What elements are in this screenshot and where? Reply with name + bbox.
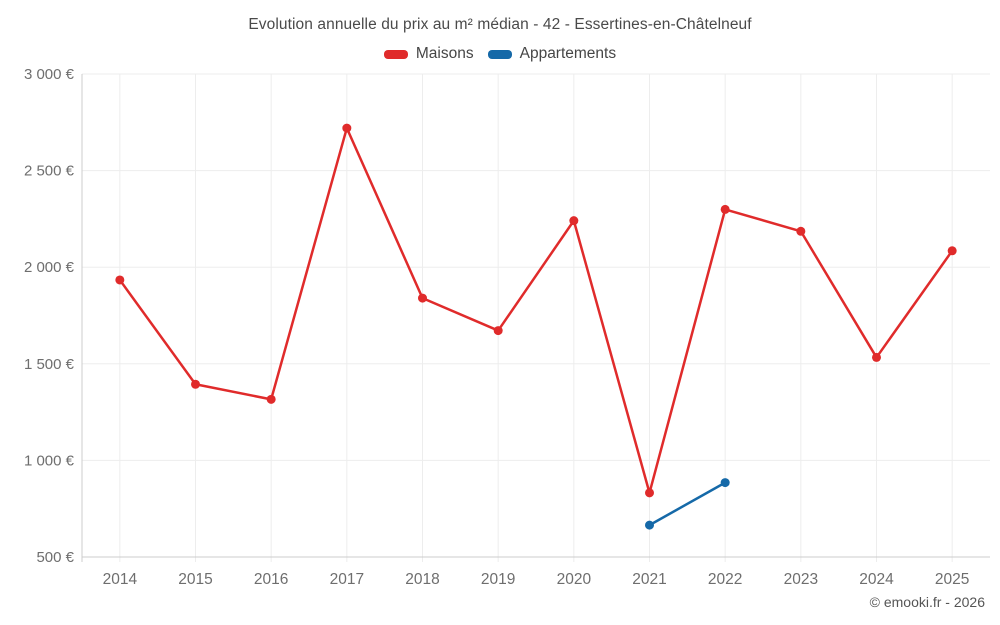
- legend-label-appartements: Appartements: [519, 45, 617, 62]
- legend-item-maisons[interactable]: Maisons: [383, 45, 474, 63]
- x-tick-label: 2016: [254, 571, 288, 588]
- data-point-maisons-2017[interactable]: [342, 123, 352, 133]
- data-point-maisons-2023[interactable]: [796, 226, 806, 236]
- data-point-maisons-2014[interactable]: [115, 275, 125, 285]
- data-point-maisons-2015[interactable]: [191, 379, 200, 389]
- x-tick-label: 2018: [405, 571, 439, 588]
- chart-legend: Maisons Appartements: [0, 45, 1000, 63]
- data-point-appartements-2022[interactable]: [720, 478, 730, 488]
- y-tick-label: 500 €: [36, 549, 74, 566]
- y-tick-label: 1 000 €: [24, 452, 75, 469]
- series-line-appartements: [648, 481, 727, 527]
- x-tick-label: 2021: [632, 571, 666, 588]
- x-tick-label: 2014: [103, 571, 138, 588]
- series-line-maisons: [118, 126, 954, 495]
- chart-title: Evolution annuelle du prix au m² médian …: [248, 16, 752, 33]
- x-tick-label: 2015: [178, 571, 212, 588]
- copyright-text: © emooki.fr - 2026: [869, 594, 985, 610]
- y-tick-label: 3 000 €: [24, 66, 75, 83]
- x-tick-label: 2025: [935, 571, 969, 588]
- x-tick-label: 2019: [481, 571, 515, 588]
- x-tick-label: 2022: [708, 571, 742, 588]
- data-point-maisons-2016[interactable]: [266, 394, 276, 404]
- x-tick-label: 2023: [784, 571, 818, 588]
- data-point-maisons-2020[interactable]: [569, 216, 579, 226]
- data-point-maisons-2022[interactable]: [720, 204, 730, 214]
- data-point-maisons-2025[interactable]: [947, 246, 957, 256]
- data-point-maisons-2019[interactable]: [493, 326, 503, 336]
- data-point-maisons-2024[interactable]: [872, 352, 881, 362]
- x-tick-label: 2017: [330, 571, 364, 588]
- y-tick-label: 2 000 €: [24, 259, 75, 276]
- legend-swatch-appartements-icon: [487, 49, 512, 59]
- x-tick-label: 2024: [859, 571, 894, 588]
- data-point-appartements-2021[interactable]: [645, 520, 654, 530]
- x-tick-label: 2020: [557, 571, 592, 588]
- y-tick-label: 1 500 €: [24, 356, 75, 373]
- legend-swatch-maisons-icon: [383, 49, 408, 59]
- data-point-maisons-2021[interactable]: [645, 488, 654, 498]
- legend-label-maisons: Maisons: [415, 45, 474, 62]
- data-point-maisons-2018[interactable]: [418, 293, 427, 303]
- legend-item-appartements[interactable]: Appartements: [487, 45, 617, 63]
- y-tick-label: 2 500 €: [24, 163, 75, 180]
